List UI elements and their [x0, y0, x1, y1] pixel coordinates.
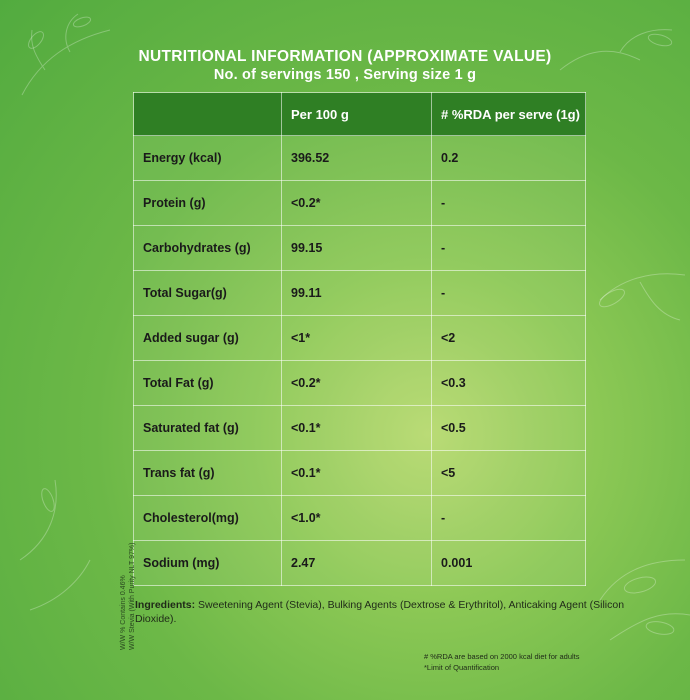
table-row: Total Fat (g) <0.2* <0.3	[133, 360, 586, 406]
table-row: Protein (g) <0.2* -	[133, 180, 586, 226]
table-row: Total Sugar(g) 99.11 -	[133, 270, 586, 316]
per-100g-value: 99.15	[281, 225, 432, 271]
nutrient-name: Protein (g)	[133, 180, 282, 226]
rda-value: <0.5	[431, 405, 586, 451]
rda-value: <0.3	[431, 360, 586, 406]
per-100g-value: <0.1*	[281, 405, 432, 451]
nutrient-name: Cholesterol(mg)	[133, 495, 282, 541]
per-100g-value: <0.1*	[281, 450, 432, 496]
header-rda: # %RDA per serve (1g)	[431, 92, 586, 136]
per-100g-value: 396.52	[281, 135, 432, 181]
per-100g-value: <1.0*	[281, 495, 432, 541]
rda-value: 0.001	[431, 540, 586, 586]
per-100g-value: <0.2*	[281, 360, 432, 406]
nutrient-name: Added sugar (g)	[133, 315, 282, 361]
rda-value: <2	[431, 315, 586, 361]
table-row: Trans fat (g) <0.1* <5	[133, 450, 586, 496]
per-100g-value: 99.11	[281, 270, 432, 316]
limit-footnote: *Limit of Quantification	[424, 663, 500, 672]
nutrition-table: Per 100 g # %RDA per serve (1g) Energy (…	[133, 92, 586, 586]
footnotes: # %RDA are based on 2000 kcal diet for a…	[424, 651, 684, 673]
stevia-content-note: W/W % Contains 0.46% W/W Stevia (With Pu…	[119, 543, 137, 650]
per-100g-value: 2.47	[281, 540, 432, 586]
stevia-purity-line: W/W Stevia (With Purity NLT 97%)	[129, 542, 136, 650]
serving-info: No. of servings 150 , Serving size 1 g	[213, 67, 477, 83]
ingredients-text: Sweetening Agent (Stevia), Bulking Agent…	[135, 599, 625, 625]
ingredients-section: Ingredients: Sweetening Agent (Stevia), …	[135, 598, 625, 626]
table-row: Saturated fat (g) <0.1* <0.5	[133, 405, 586, 451]
rda-value: -	[431, 495, 586, 541]
nutrient-name: Total Sugar(g)	[133, 270, 282, 316]
table-row: Energy (kcal) 396.52 0.2	[133, 135, 586, 181]
nutrient-name: Total Fat (g)	[133, 360, 282, 406]
table-row: Sodium (mg) 2.47 0.001	[133, 540, 586, 586]
header-nutrient	[133, 92, 282, 136]
ingredients-label: Ingredients:	[135, 599, 196, 611]
heading: NUTRITIONAL INFORMATION (APPROXIMATE VAL…	[0, 48, 690, 84]
header-per-100g: Per 100 g	[281, 92, 432, 136]
table-row: Carbohydrates (g) 99.15 -	[133, 225, 586, 271]
per-100g-value: <1*	[281, 315, 432, 361]
table-row: Added sugar (g) <1* <2	[133, 315, 586, 361]
page-title: NUTRITIONAL INFORMATION (APPROXIMATE VAL…	[138, 48, 552, 65]
rda-value: -	[431, 180, 586, 226]
nutrient-name: Saturated fat (g)	[133, 405, 282, 451]
rda-value: -	[431, 225, 586, 271]
nutrient-name: Sodium (mg)	[133, 540, 282, 586]
rda-value: <5	[431, 450, 586, 496]
nutrient-name: Carbohydrates (g)	[133, 225, 282, 271]
rda-footnote: # %RDA are based on 2000 kcal diet for a…	[424, 652, 580, 661]
per-100g-value: <0.2*	[281, 180, 432, 226]
nutrient-name: Trans fat (g)	[133, 450, 282, 496]
rda-value: 0.2	[431, 135, 586, 181]
nutrient-name: Energy (kcal)	[133, 135, 282, 181]
stevia-content-line: W/W % Contains 0.46%	[120, 575, 127, 650]
rda-value: -	[431, 270, 586, 316]
table-row: Cholesterol(mg) <1.0* -	[133, 495, 586, 541]
table-header-row: Per 100 g # %RDA per serve (1g)	[133, 92, 586, 136]
